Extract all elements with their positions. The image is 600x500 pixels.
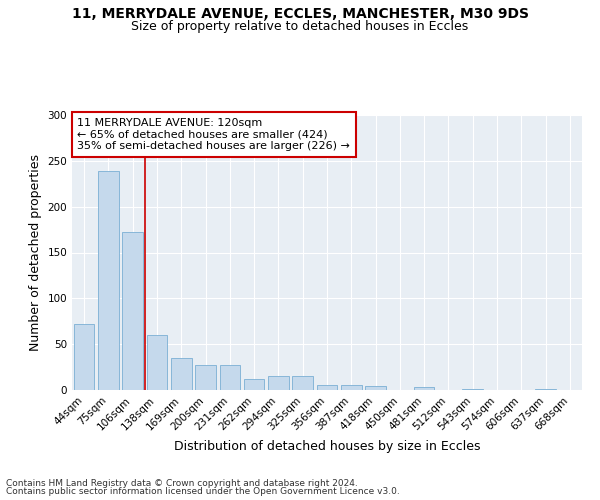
Bar xyxy=(292,376,313,390)
Bar xyxy=(535,389,556,390)
Bar xyxy=(317,384,337,390)
Bar xyxy=(122,232,143,390)
Bar xyxy=(74,324,94,390)
Text: Size of property relative to detached houses in Eccles: Size of property relative to detached ho… xyxy=(131,20,469,33)
Text: Contains HM Land Registry data © Crown copyright and database right 2024.: Contains HM Land Registry data © Crown c… xyxy=(6,478,358,488)
Text: 11 MERRYDALE AVENUE: 120sqm
← 65% of detached houses are smaller (424)
35% of se: 11 MERRYDALE AVENUE: 120sqm ← 65% of det… xyxy=(77,118,350,151)
Y-axis label: Number of detached properties: Number of detached properties xyxy=(29,154,42,351)
Bar xyxy=(463,389,483,390)
Bar xyxy=(341,386,362,390)
Bar xyxy=(98,171,119,390)
Bar xyxy=(365,386,386,390)
Text: 11, MERRYDALE AVENUE, ECCLES, MANCHESTER, M30 9DS: 11, MERRYDALE AVENUE, ECCLES, MANCHESTER… xyxy=(71,8,529,22)
X-axis label: Distribution of detached houses by size in Eccles: Distribution of detached houses by size … xyxy=(174,440,480,453)
Bar xyxy=(195,365,216,390)
Bar xyxy=(146,335,167,390)
Bar xyxy=(244,379,265,390)
Bar xyxy=(268,376,289,390)
Bar xyxy=(414,387,434,390)
Bar xyxy=(220,365,240,390)
Bar xyxy=(171,358,191,390)
Text: Contains public sector information licensed under the Open Government Licence v3: Contains public sector information licen… xyxy=(6,487,400,496)
